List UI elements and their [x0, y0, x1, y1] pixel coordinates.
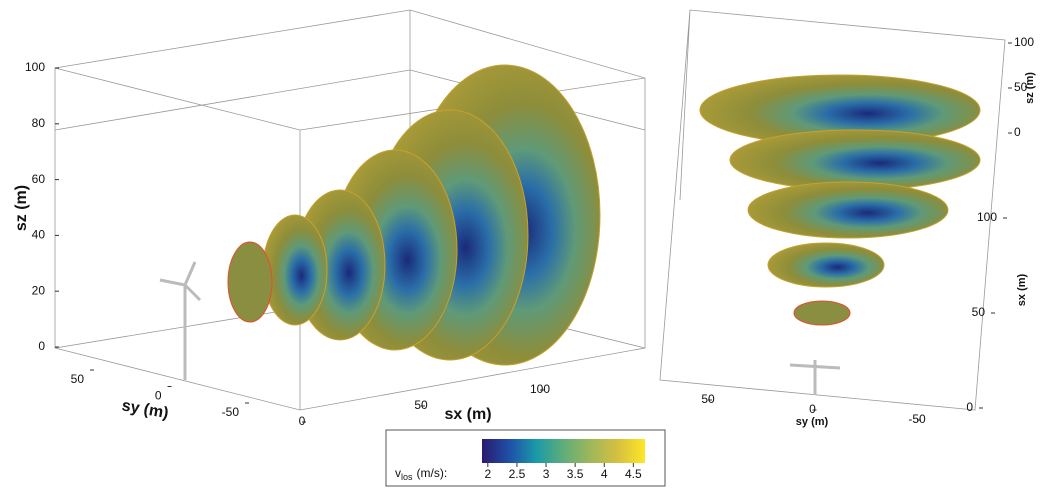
tick-label: 40: [32, 228, 46, 242]
tick-label: 0: [1014, 125, 1021, 139]
colorbar-tick-label: 3.5: [567, 467, 584, 481]
tick-label: 100: [977, 210, 997, 224]
tick-label: 50: [701, 392, 715, 406]
tick-label: -50: [908, 412, 926, 426]
tick-label: 80: [32, 116, 46, 130]
tick-label: 100: [530, 382, 550, 396]
figure: sz (m) sy (m) sx (m) sz (m) sx (m) sy (m…: [0, 0, 1053, 488]
y-axis-label: sy (m): [120, 397, 169, 422]
tick-label: 50: [1014, 80, 1028, 94]
colorbar: [482, 439, 645, 463]
tick-label: 50: [414, 398, 428, 412]
colorbar-tick-label: 2.5: [509, 467, 526, 481]
tick-label: 0: [966, 400, 973, 414]
tick-label: 50: [972, 305, 986, 319]
tick-label: 50: [71, 372, 85, 386]
left-dishes: [160, 65, 600, 380]
tick-label: 20: [32, 283, 46, 297]
x-axis-label: sx (m): [1016, 273, 1028, 306]
z-axis-label: sz (m): [13, 185, 30, 231]
tick-label: 0: [38, 339, 45, 353]
colorbar-tick-label: 2: [484, 467, 491, 481]
tick-label: 0: [155, 389, 162, 403]
tick-label: 60: [32, 172, 46, 186]
tick-label: 100: [25, 60, 45, 74]
x-axis-label: sx (m): [444, 406, 491, 423]
tick-label: 0: [299, 414, 306, 428]
label-unit: (m/s):: [417, 466, 448, 480]
colorbar-tick-label: 4.5: [625, 467, 642, 481]
y-axis-label: sy (m): [796, 416, 829, 428]
colorbar-tick-label: 4: [601, 467, 608, 481]
tick-label: -50: [222, 405, 240, 419]
colorbar-tick-label: 3: [543, 467, 550, 481]
tick-label: 0: [809, 402, 816, 416]
label-sub: los: [401, 472, 413, 482]
tick-label: 100: [1014, 35, 1034, 49]
right-dishes: [700, 75, 980, 395]
